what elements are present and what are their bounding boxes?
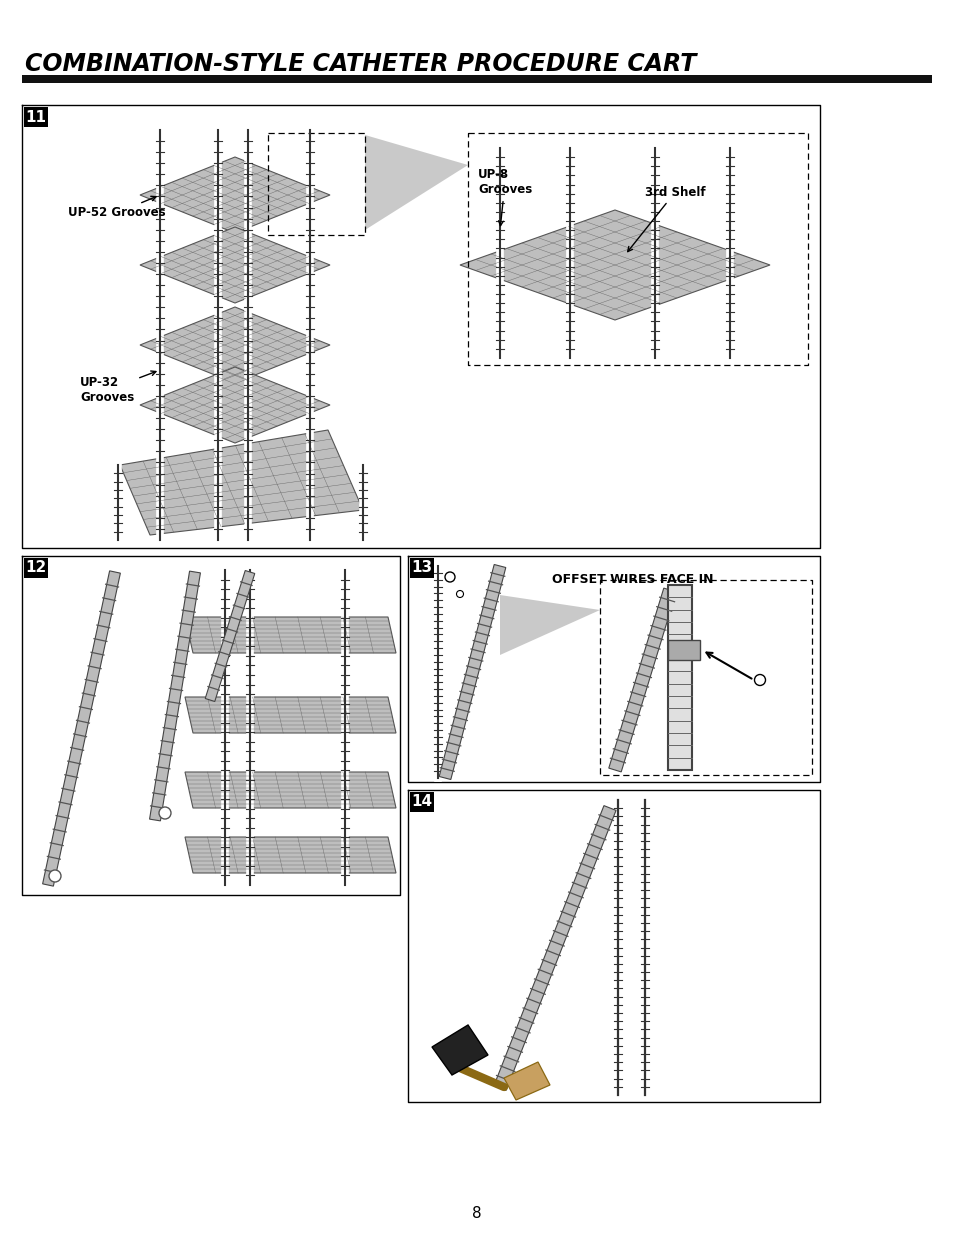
Polygon shape: [438, 564, 505, 779]
Bar: [24, 107, 48, 127]
Bar: [22, 75, 931, 83]
Text: 12: 12: [26, 561, 47, 576]
Circle shape: [159, 806, 171, 819]
Polygon shape: [503, 1062, 550, 1100]
Text: OFFSET WIRES FACE IN: OFFSET WIRES FACE IN: [552, 573, 713, 585]
Bar: [24, 558, 48, 578]
Circle shape: [754, 674, 764, 685]
Circle shape: [49, 869, 61, 882]
Polygon shape: [185, 837, 395, 873]
Text: UP-32
Grooves: UP-32 Grooves: [80, 370, 155, 404]
Polygon shape: [185, 697, 395, 734]
Text: UP-52 Grooves: UP-52 Grooves: [68, 196, 166, 220]
Polygon shape: [140, 227, 330, 303]
Text: 8: 8: [472, 1205, 481, 1220]
Polygon shape: [185, 618, 395, 653]
Polygon shape: [494, 805, 616, 1091]
Polygon shape: [205, 571, 254, 701]
Circle shape: [444, 572, 455, 582]
Text: 13: 13: [411, 561, 432, 576]
Bar: [410, 792, 434, 811]
Polygon shape: [120, 430, 363, 535]
Polygon shape: [140, 308, 330, 383]
Bar: [667, 585, 691, 769]
Bar: [410, 558, 434, 578]
Text: COMBINATION-STYLE CATHETER PROCEDURE CART: COMBINATION-STYLE CATHETER PROCEDURE CAR…: [25, 52, 696, 77]
Polygon shape: [140, 367, 330, 443]
Circle shape: [456, 590, 463, 598]
Polygon shape: [365, 135, 468, 230]
Polygon shape: [150, 571, 200, 821]
Text: UP-8
Grooves: UP-8 Grooves: [477, 168, 532, 226]
Text: 14: 14: [411, 794, 432, 809]
Polygon shape: [432, 1025, 488, 1074]
Polygon shape: [608, 588, 676, 772]
Polygon shape: [140, 157, 330, 233]
Polygon shape: [185, 772, 395, 808]
Polygon shape: [499, 595, 599, 655]
Polygon shape: [667, 640, 700, 659]
Polygon shape: [459, 210, 769, 320]
Text: 11: 11: [26, 110, 47, 125]
Polygon shape: [43, 571, 120, 887]
Text: 3rd Shelf: 3rd Shelf: [627, 185, 705, 252]
